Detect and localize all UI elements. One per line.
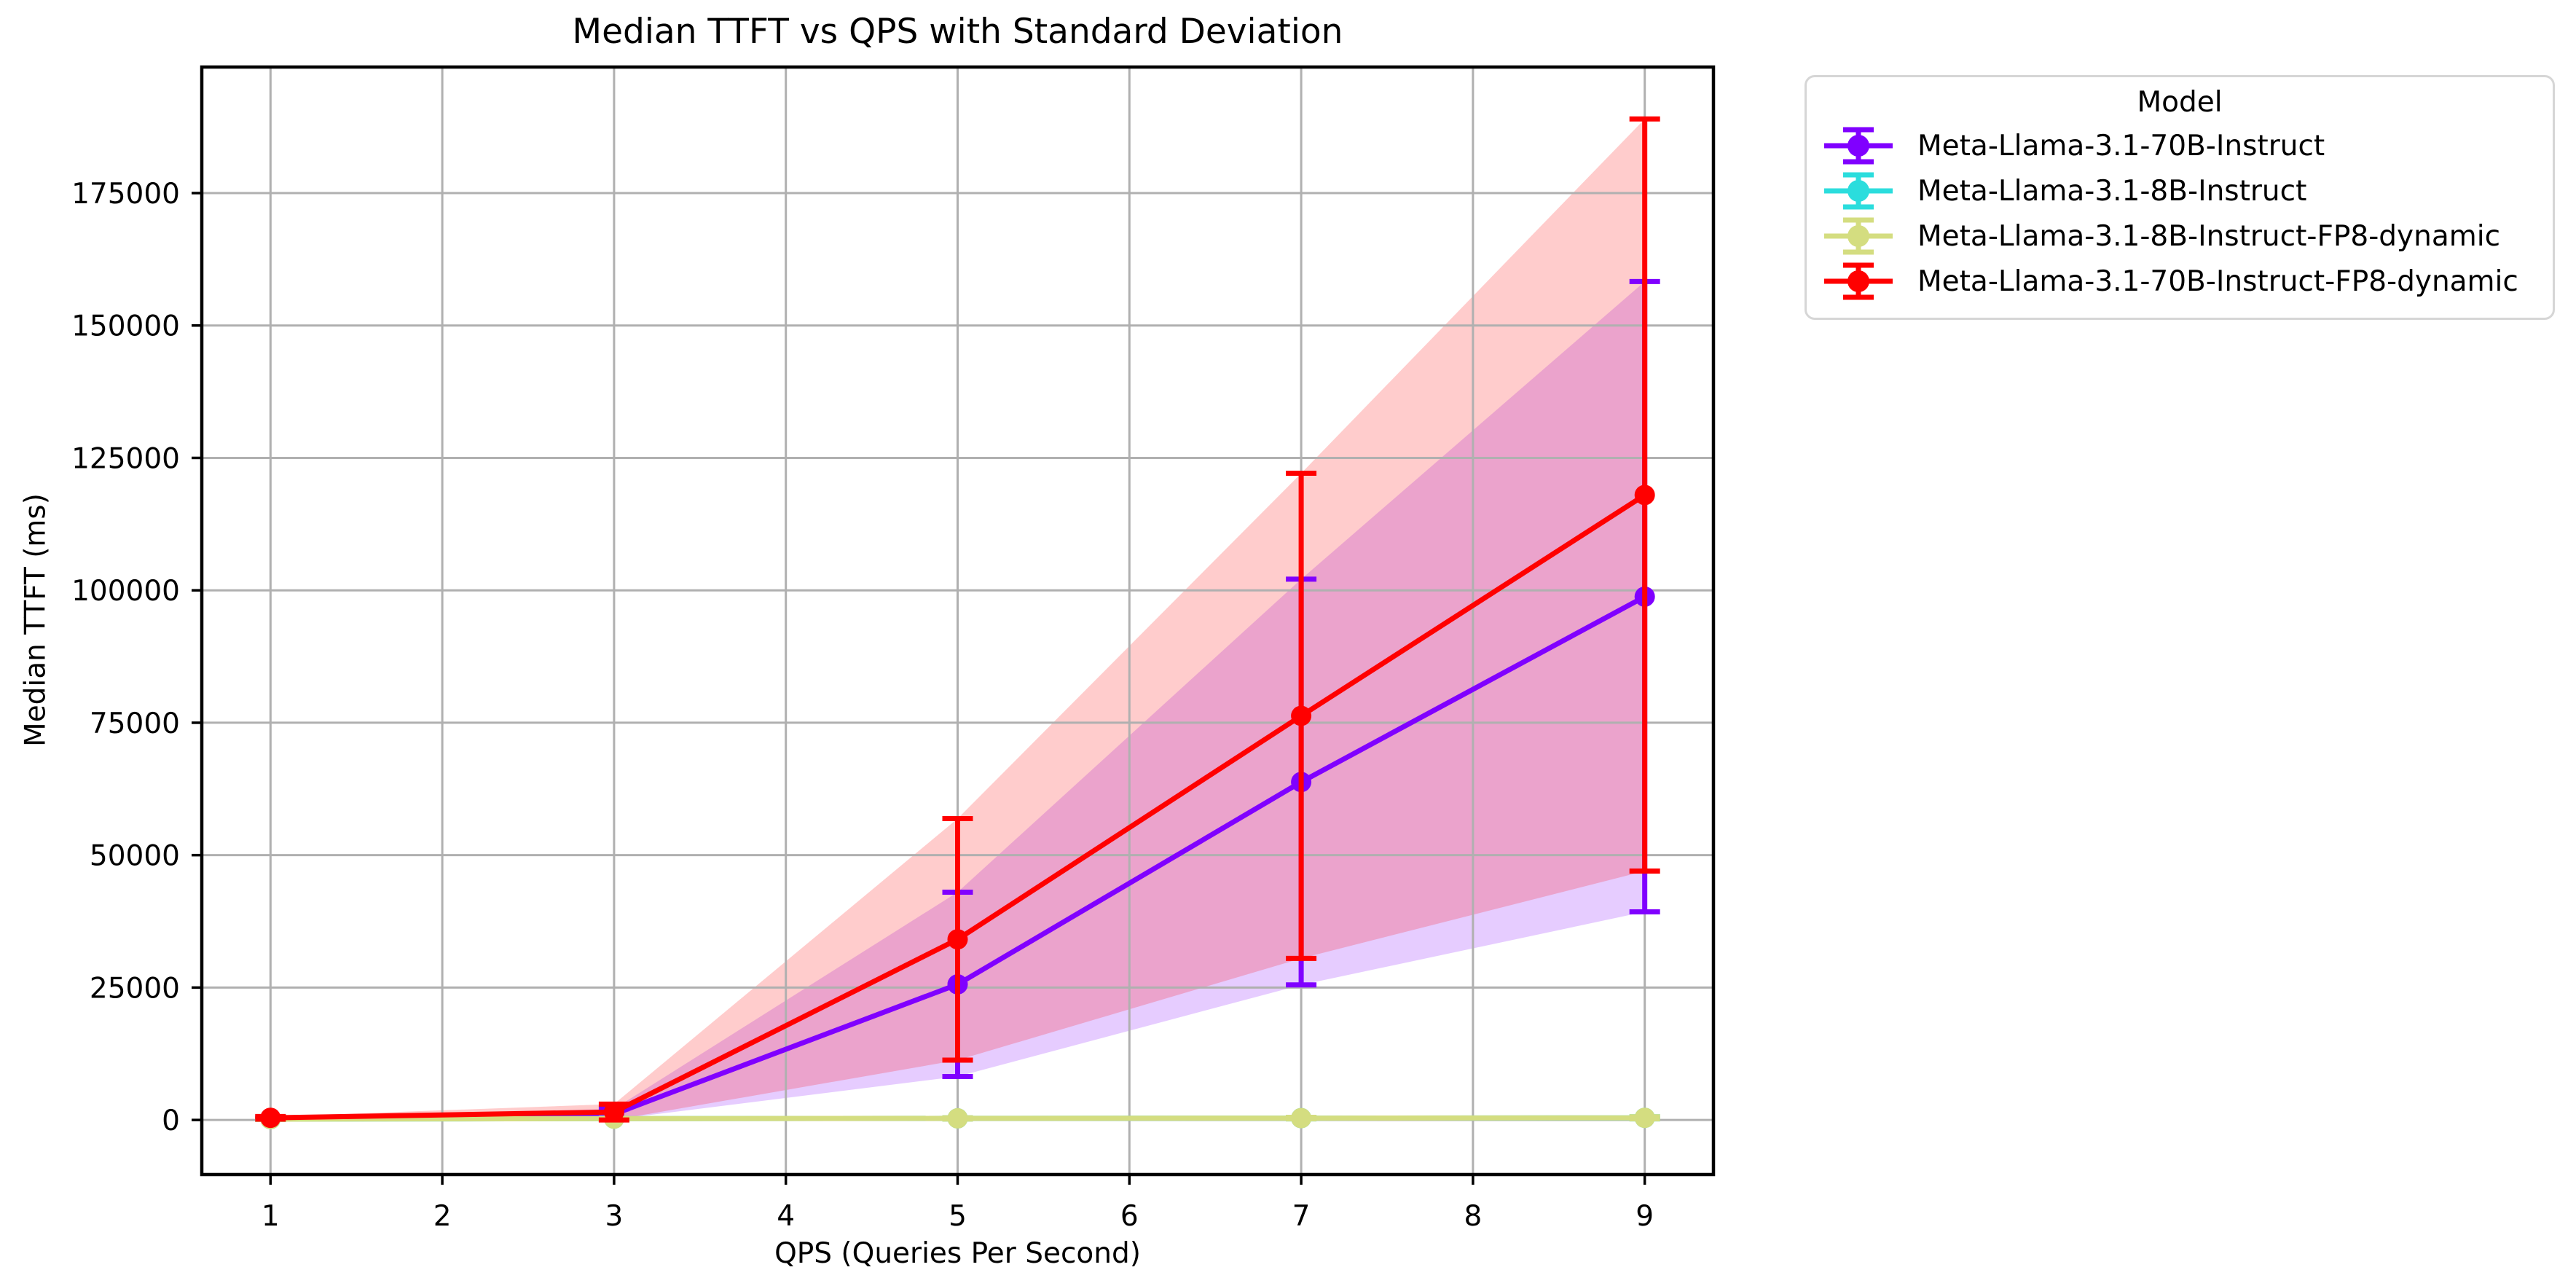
legend-errorbar-icon (1824, 172, 1893, 210)
y-tick-label: 0 (162, 1105, 180, 1137)
legend-item: Meta-Llama-3.1-70B-Instruct (1818, 123, 2553, 168)
data-point-marker (947, 1107, 968, 1129)
y-tick-label: 75000 (90, 707, 180, 740)
x-tick-label: 5 (949, 1200, 967, 1233)
data-point-marker (260, 1107, 281, 1129)
y-tick-label: 150000 (71, 310, 180, 343)
x-tick-label: 1 (262, 1200, 280, 1233)
x-tick-label: 8 (1464, 1200, 1482, 1233)
y-tick-label: 50000 (90, 840, 180, 873)
legend-errorbar-icon (1824, 262, 1893, 300)
legend-item-label: Meta-Llama-3.1-70B-Instruct (1917, 129, 2325, 162)
data-point-marker (1634, 485, 1655, 506)
legend-errorbar-icon (1824, 217, 1893, 255)
legend-title: Model (2137, 86, 2223, 119)
legend-item-label: Meta-Llama-3.1-70B-Instruct-FP8-dynamic (1917, 264, 2518, 298)
x-tick-label: 4 (777, 1200, 795, 1233)
legend-item-label: Meta-Llama-3.1-8B-Instruct (1917, 174, 2307, 208)
legend: Model Meta-Llama-3.1-70B-Instruct Meta-L… (1805, 75, 2555, 320)
y-tick-label: 100000 (71, 575, 180, 608)
x-axis-label: QPS (Queries Per Second) (774, 1237, 1141, 1270)
x-tick-label: 9 (1635, 1200, 1654, 1233)
legend-item: Meta-Llama-3.1-8B-Instruct-FP8-dynamic (1818, 213, 2553, 259)
legend-item: Meta-Llama-3.1-70B-Instruct-FP8-dynamic (1818, 259, 2553, 304)
x-tick-label: 3 (605, 1200, 623, 1233)
data-point-marker (1291, 1107, 1312, 1129)
y-tick-label: 125000 (71, 442, 180, 475)
x-tick-label: 2 (433, 1200, 452, 1233)
y-tick-label: 25000 (90, 972, 180, 1005)
legend-errorbar-icon (1824, 127, 1893, 165)
chart-title: Median TTFT vs QPS with Standard Deviati… (572, 12, 1343, 52)
legend-items: Meta-Llama-3.1-70B-Instruct Meta-Llama-3… (1807, 123, 2553, 304)
y-tick-label: 175000 (71, 178, 180, 211)
data-point-marker (947, 929, 968, 950)
data-point-marker (1634, 1107, 1655, 1129)
legend-item: Meta-Llama-3.1-8B-Instruct (1818, 168, 2553, 213)
x-tick-label: 6 (1120, 1200, 1139, 1233)
data-point-marker (1291, 705, 1312, 726)
legend-item-label: Meta-Llama-3.1-8B-Instruct-FP8-dynamic (1917, 219, 2501, 253)
data-point-marker (603, 1102, 624, 1123)
x-tick-label: 7 (1292, 1200, 1311, 1233)
